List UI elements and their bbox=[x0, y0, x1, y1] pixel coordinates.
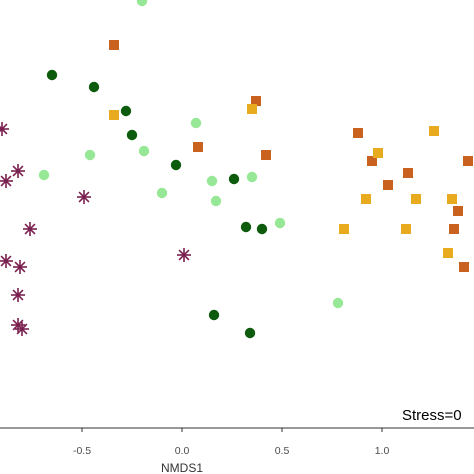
x-tick-label: 1.0 bbox=[375, 445, 390, 457]
asterisk-stroke bbox=[12, 165, 24, 177]
data-point bbox=[23, 222, 37, 236]
asterisk-stroke bbox=[12, 289, 24, 301]
data-point bbox=[459, 262, 469, 272]
data-point bbox=[109, 40, 119, 50]
data-point bbox=[251, 96, 261, 106]
data-point bbox=[453, 206, 463, 216]
asterisk-stroke bbox=[24, 223, 36, 235]
data-point bbox=[261, 150, 271, 160]
data-point bbox=[0, 174, 13, 188]
data-point bbox=[88, 81, 100, 93]
data-point bbox=[447, 194, 457, 204]
data-point bbox=[15, 322, 29, 336]
data-point bbox=[0, 121, 9, 137]
data-point bbox=[13, 260, 27, 274]
data-point bbox=[193, 142, 203, 152]
data-point bbox=[373, 148, 383, 158]
series-4 bbox=[109, 104, 457, 258]
data-point bbox=[190, 117, 202, 129]
data-point bbox=[46, 69, 58, 81]
asterisk-stroke bbox=[16, 323, 28, 335]
data-point bbox=[210, 195, 222, 207]
data-point bbox=[84, 149, 96, 161]
asterisk-stroke bbox=[78, 191, 90, 203]
data-point bbox=[443, 248, 453, 258]
data-point bbox=[361, 194, 371, 204]
stress-annotation: Stress=0 bbox=[402, 407, 462, 424]
data-point bbox=[401, 224, 411, 234]
data-point bbox=[228, 173, 240, 185]
data-point bbox=[0, 254, 13, 268]
data-point bbox=[177, 248, 191, 262]
series-0 bbox=[0, 121, 191, 336]
data-point bbox=[77, 190, 91, 204]
data-point bbox=[339, 224, 349, 234]
series-1 bbox=[38, 0, 344, 309]
x-axis-title: NMDS1 bbox=[161, 461, 203, 474]
x-tick-label: -0.5 bbox=[73, 445, 91, 457]
data-point bbox=[156, 187, 168, 199]
points-layer bbox=[0, 0, 473, 339]
data-point bbox=[367, 156, 377, 166]
data-point bbox=[136, 0, 148, 7]
data-point bbox=[126, 129, 138, 141]
data-point bbox=[11, 288, 25, 302]
data-point bbox=[244, 327, 256, 339]
data-point bbox=[411, 194, 421, 204]
x-tick-label: 0.5 bbox=[275, 445, 290, 457]
data-point bbox=[332, 297, 344, 309]
data-point bbox=[429, 126, 439, 136]
asterisk-stroke bbox=[0, 123, 8, 133]
data-point bbox=[38, 169, 50, 181]
asterisk-stroke bbox=[14, 261, 26, 273]
data-point bbox=[120, 105, 132, 117]
data-point bbox=[256, 223, 268, 235]
data-point bbox=[383, 180, 393, 190]
series-2 bbox=[46, 69, 268, 339]
data-point bbox=[138, 145, 150, 157]
asterisk-stroke bbox=[0, 255, 12, 267]
data-point bbox=[449, 224, 459, 234]
data-point bbox=[170, 159, 182, 171]
data-point bbox=[246, 171, 258, 183]
data-point bbox=[206, 175, 218, 187]
data-point bbox=[109, 110, 119, 120]
asterisk-stroke bbox=[0, 175, 12, 187]
data-point bbox=[403, 168, 413, 178]
data-point bbox=[463, 156, 473, 166]
data-point bbox=[247, 104, 257, 114]
series-3 bbox=[109, 40, 473, 272]
data-point bbox=[353, 128, 363, 138]
x-axis: -0.5 0.0 0.5 1.0 bbox=[0, 427, 474, 457]
asterisk-stroke bbox=[178, 249, 190, 261]
data-point bbox=[208, 309, 220, 321]
data-point bbox=[240, 221, 252, 233]
data-point bbox=[274, 217, 286, 229]
data-point bbox=[11, 164, 25, 178]
x-tick-label: 0.0 bbox=[175, 445, 190, 457]
